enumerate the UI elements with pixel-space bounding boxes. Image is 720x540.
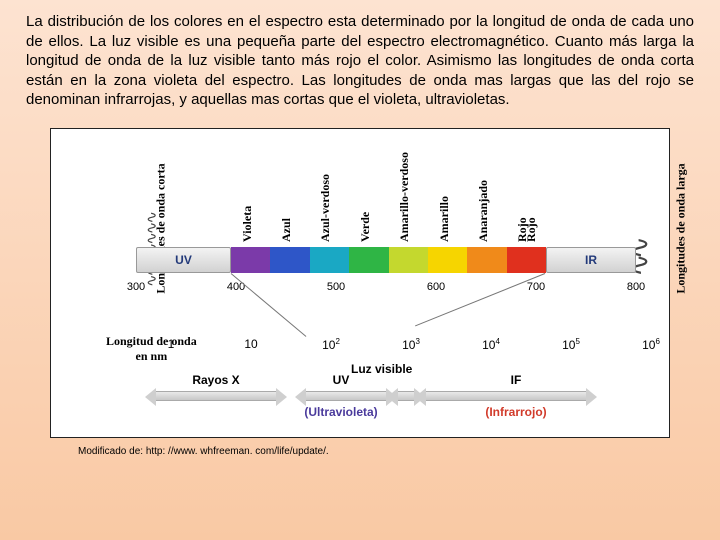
luz-visible-label: Luz visible xyxy=(351,362,412,376)
vlabel-anaranjado: Anaranjado xyxy=(476,179,491,241)
nm-ticks: 300400500600700800 xyxy=(136,281,636,295)
right-wavelength-label: Longitudes de onda larga xyxy=(674,163,689,293)
slice-verde xyxy=(349,247,388,273)
rojo-far-label: Rojo xyxy=(524,217,539,242)
vlabel-violeta: Violeta xyxy=(240,205,255,241)
vlabel-verde: Verde xyxy=(358,211,373,241)
vlabel-amarillo: Amarillo xyxy=(437,196,452,242)
slice-amarillo-verdoso xyxy=(389,247,428,273)
ir-segment: IR xyxy=(546,247,636,273)
image-credit: Modificado de: http: //www. whfreeman. c… xyxy=(78,446,694,457)
vlabel-azul: Azul xyxy=(279,218,294,242)
slice-amarillo xyxy=(428,247,467,273)
vlabel-amarillo-verdoso: Amarillo-verdoso xyxy=(397,152,412,242)
slice-azul xyxy=(270,247,309,273)
vlabel-azul-verdoso: Azul-verdoso xyxy=(318,174,333,242)
slice-anaranjado xyxy=(467,247,506,273)
spectrum-band: UV IR xyxy=(136,247,636,273)
bottom-arrows xyxy=(146,387,636,403)
uv-segment: UV xyxy=(136,247,231,273)
intro-paragraph: La distribución de los colores en el esp… xyxy=(26,12,694,110)
slice-violeta xyxy=(231,247,270,273)
scale-title: Longitud de onda en nm xyxy=(106,334,197,364)
slice-azul-verdoso xyxy=(310,247,349,273)
slice-rojo xyxy=(507,247,546,273)
spectrum-diagram: Longitudes de onda corta Longitudes de o… xyxy=(50,128,670,438)
visible-spectrum-strip xyxy=(231,247,546,273)
